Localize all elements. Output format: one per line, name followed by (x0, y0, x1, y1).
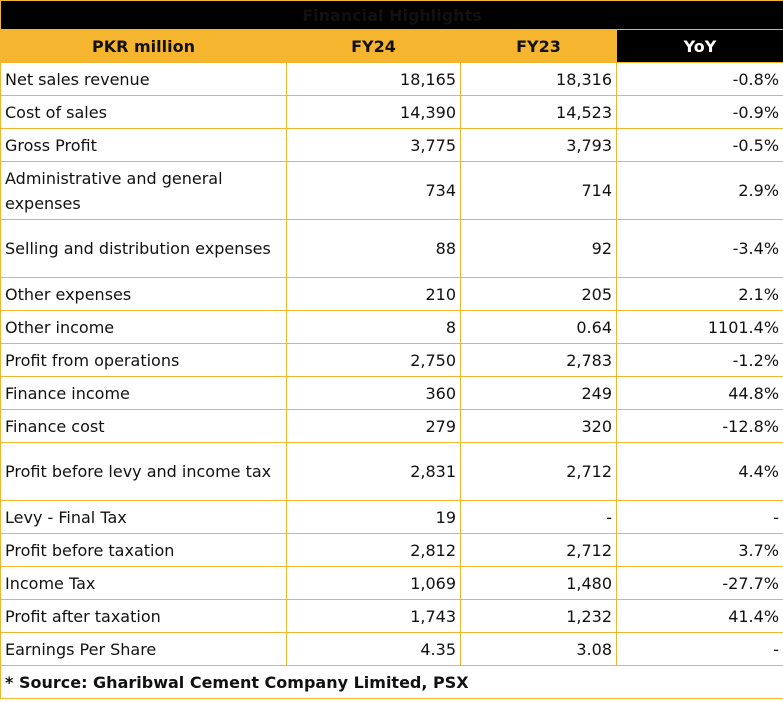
table-row: Administrative and general expenses 734 71… (0, 161, 783, 220)
fy24-value: 14,390 (286, 95, 461, 129)
table-row: Levy - Final Tax 19- - (0, 500, 783, 534)
fy24-value: 1,069 (286, 566, 461, 600)
fy24-value: 734 (286, 161, 461, 220)
table-row: Gross Profit 3,775 3,793 -0.5% (0, 128, 783, 162)
fy24-value: 279 (286, 409, 461, 443)
fy23-value: 92 (460, 219, 617, 278)
row-label: Cost of sales (0, 95, 287, 129)
fy23-value: 320 (460, 409, 617, 443)
fy23-value: 3.08 (460, 632, 617, 666)
yoy-value: 1101.4% (615, 310, 783, 344)
fy23-value: 14,523 (460, 95, 617, 129)
fy23-value: 18,316 (460, 62, 617, 96)
fy24-value: 18,165 (286, 62, 461, 96)
column-header-fy24: FY24 (286, 29, 461, 63)
fy23-value: 0.64 (460, 310, 617, 344)
yoy-value: -3.4% (615, 219, 783, 278)
row-label: Other expenses (0, 277, 287, 311)
fy23-value: 249 (460, 376, 617, 410)
table-row: Income Tax 1,069 1,480 -27.7% (0, 566, 783, 600)
row-label: Finance cost (0, 409, 287, 443)
row-label: Profit after taxation (0, 599, 287, 633)
column-header-row: PKR million FY24 FY23 YoY (0, 29, 783, 63)
row-label: Gross Profit (0, 128, 287, 162)
fy24-value: 210 (286, 277, 461, 311)
fy23-value: 2,712 (460, 533, 617, 567)
table-row: Finance cost 279 320 -12.8% (0, 409, 783, 443)
fy24-value: 2,831 (286, 442, 461, 501)
table-row: Finance income 360 249 44.8% (0, 376, 783, 410)
row-label: Profit before taxation (0, 533, 287, 567)
row-label: Finance income (0, 376, 287, 410)
yoy-value: -1.2% (615, 343, 783, 377)
fy24-value: 3,775 (286, 128, 461, 162)
fy24-value: 2,812 (286, 533, 461, 567)
table-row: Profit from operations 2,750 2,783 -1.2% (0, 343, 783, 377)
yoy-value: -12.8% (615, 409, 783, 443)
table-body: Net sales revenue 18,165 18,316 -0.8% Cost o… (0, 62, 783, 666)
yoy-value: 3.7% (615, 533, 783, 567)
yoy-value: -0.8% (615, 62, 783, 96)
column-header-yoy: YoY (615, 29, 783, 63)
row-label: Profit from operations (0, 343, 287, 377)
fy24-value: 8 (286, 310, 461, 344)
row-label: Administrative and general expenses (0, 161, 287, 220)
table-row: Net sales revenue 18,165 18,316 -0.8% (0, 62, 783, 96)
row-label: Levy - Final Tax (0, 500, 287, 534)
yoy-value: 41.4% (615, 599, 783, 633)
fy24-value: 19 (286, 500, 461, 534)
fy23-value: 1,480 (460, 566, 617, 600)
column-header-item: PKR million (0, 29, 287, 63)
fy24-value: 360 (286, 376, 461, 410)
table-title-row: Financial Highlights (0, 0, 783, 30)
yoy-value: - (615, 500, 783, 534)
row-label: Net sales revenue (0, 62, 287, 96)
row-label: Income Tax (0, 566, 287, 600)
table-title: Financial Highlights (0, 0, 783, 30)
table-row: Earnings Per Share 4.35 3.08- (0, 632, 783, 666)
source-row: * Source: Gharibwal Cement Company Limit… (0, 665, 783, 699)
table-row: Profit before levy and income tax 2,831 2,… (0, 442, 783, 501)
yoy-value: 4.4% (615, 442, 783, 501)
table-row: Profit after taxation 1,743 1,232 41.4% (0, 599, 783, 633)
fy23-value: 2,712 (460, 442, 617, 501)
yoy-value: -0.9% (615, 95, 783, 129)
table-row: Other expenses 210 205 2.1% (0, 277, 783, 311)
row-label: Earnings Per Share (0, 632, 287, 666)
fy23-value: 3,793 (460, 128, 617, 162)
row-label: Selling and distribution expenses (0, 219, 287, 278)
fy23-value: - (460, 500, 617, 534)
yoy-value: - (615, 632, 783, 666)
fy23-value: 2,783 (460, 343, 617, 377)
yoy-value: 2.9% (615, 161, 783, 220)
source-note: * Source: Gharibwal Cement Company Limit… (0, 665, 783, 699)
row-label: Other income (0, 310, 287, 344)
fy23-value: 714 (460, 161, 617, 220)
fy24-value: 4.35 (286, 632, 461, 666)
table-row: Profit before taxation 2,812 2,712 3.7% (0, 533, 783, 567)
row-label: Profit before levy and income tax (0, 442, 287, 501)
yoy-value: 44.8% (615, 376, 783, 410)
fy24-value: 2,750 (286, 343, 461, 377)
yoy-value: -0.5% (615, 128, 783, 162)
column-header-fy23: FY23 (460, 29, 617, 63)
yoy-value: 2.1% (615, 277, 783, 311)
fy24-value: 1,743 (286, 599, 461, 633)
fy23-value: 205 (460, 277, 617, 311)
fy23-value: 1,232 (460, 599, 617, 633)
fy24-value: 88 (286, 219, 461, 278)
yoy-value: -27.7% (615, 566, 783, 600)
table-row: Selling and distribution expenses 88 92 -3.… (0, 219, 783, 278)
table-row: Cost of sales 14,390 14,523 -0.9% (0, 95, 783, 129)
table-row: Other income 8 0.64 1101.4% (0, 310, 783, 344)
